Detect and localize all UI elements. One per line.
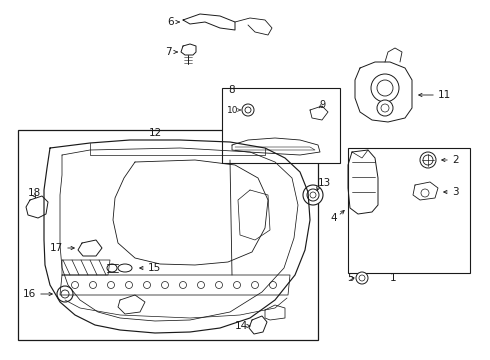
Circle shape bbox=[356, 272, 368, 284]
Circle shape bbox=[216, 282, 222, 288]
Circle shape bbox=[245, 107, 251, 113]
Circle shape bbox=[310, 192, 316, 198]
Circle shape bbox=[107, 282, 115, 288]
Circle shape bbox=[303, 185, 323, 205]
Text: 14: 14 bbox=[235, 321, 248, 331]
Text: 8: 8 bbox=[228, 85, 235, 95]
Text: 15: 15 bbox=[148, 263, 161, 273]
Circle shape bbox=[197, 282, 204, 288]
Circle shape bbox=[234, 282, 241, 288]
Circle shape bbox=[162, 282, 169, 288]
Text: 1: 1 bbox=[390, 273, 396, 283]
Text: 18: 18 bbox=[28, 188, 41, 198]
Circle shape bbox=[420, 152, 436, 168]
Text: 12: 12 bbox=[148, 128, 162, 138]
Text: 11: 11 bbox=[438, 90, 451, 100]
Text: 5: 5 bbox=[347, 273, 354, 283]
Bar bbox=[222, 88, 340, 163]
Text: 2: 2 bbox=[452, 155, 459, 165]
Circle shape bbox=[423, 155, 433, 165]
Bar bbox=[18, 130, 318, 340]
Circle shape bbox=[144, 282, 150, 288]
Bar bbox=[348, 148, 470, 273]
Circle shape bbox=[61, 290, 69, 298]
Text: 4: 4 bbox=[330, 213, 337, 223]
Circle shape bbox=[270, 282, 276, 288]
Circle shape bbox=[242, 104, 254, 116]
Text: 9: 9 bbox=[319, 100, 325, 110]
Circle shape bbox=[371, 74, 399, 102]
Circle shape bbox=[90, 282, 97, 288]
Text: 7: 7 bbox=[166, 47, 172, 57]
Text: 17: 17 bbox=[50, 243, 63, 253]
Text: 13: 13 bbox=[318, 178, 331, 188]
Circle shape bbox=[381, 104, 389, 112]
Text: 10: 10 bbox=[226, 105, 238, 114]
Circle shape bbox=[57, 286, 73, 302]
Circle shape bbox=[307, 189, 319, 201]
Text: 3: 3 bbox=[452, 187, 459, 197]
Circle shape bbox=[72, 282, 78, 288]
Circle shape bbox=[125, 282, 132, 288]
Circle shape bbox=[377, 100, 393, 116]
Circle shape bbox=[359, 275, 365, 281]
Circle shape bbox=[377, 80, 393, 96]
Ellipse shape bbox=[107, 264, 117, 272]
Circle shape bbox=[179, 282, 187, 288]
Circle shape bbox=[251, 282, 259, 288]
Ellipse shape bbox=[118, 264, 132, 272]
Text: 16: 16 bbox=[23, 289, 36, 299]
Circle shape bbox=[421, 189, 429, 197]
Text: 6: 6 bbox=[168, 17, 174, 27]
